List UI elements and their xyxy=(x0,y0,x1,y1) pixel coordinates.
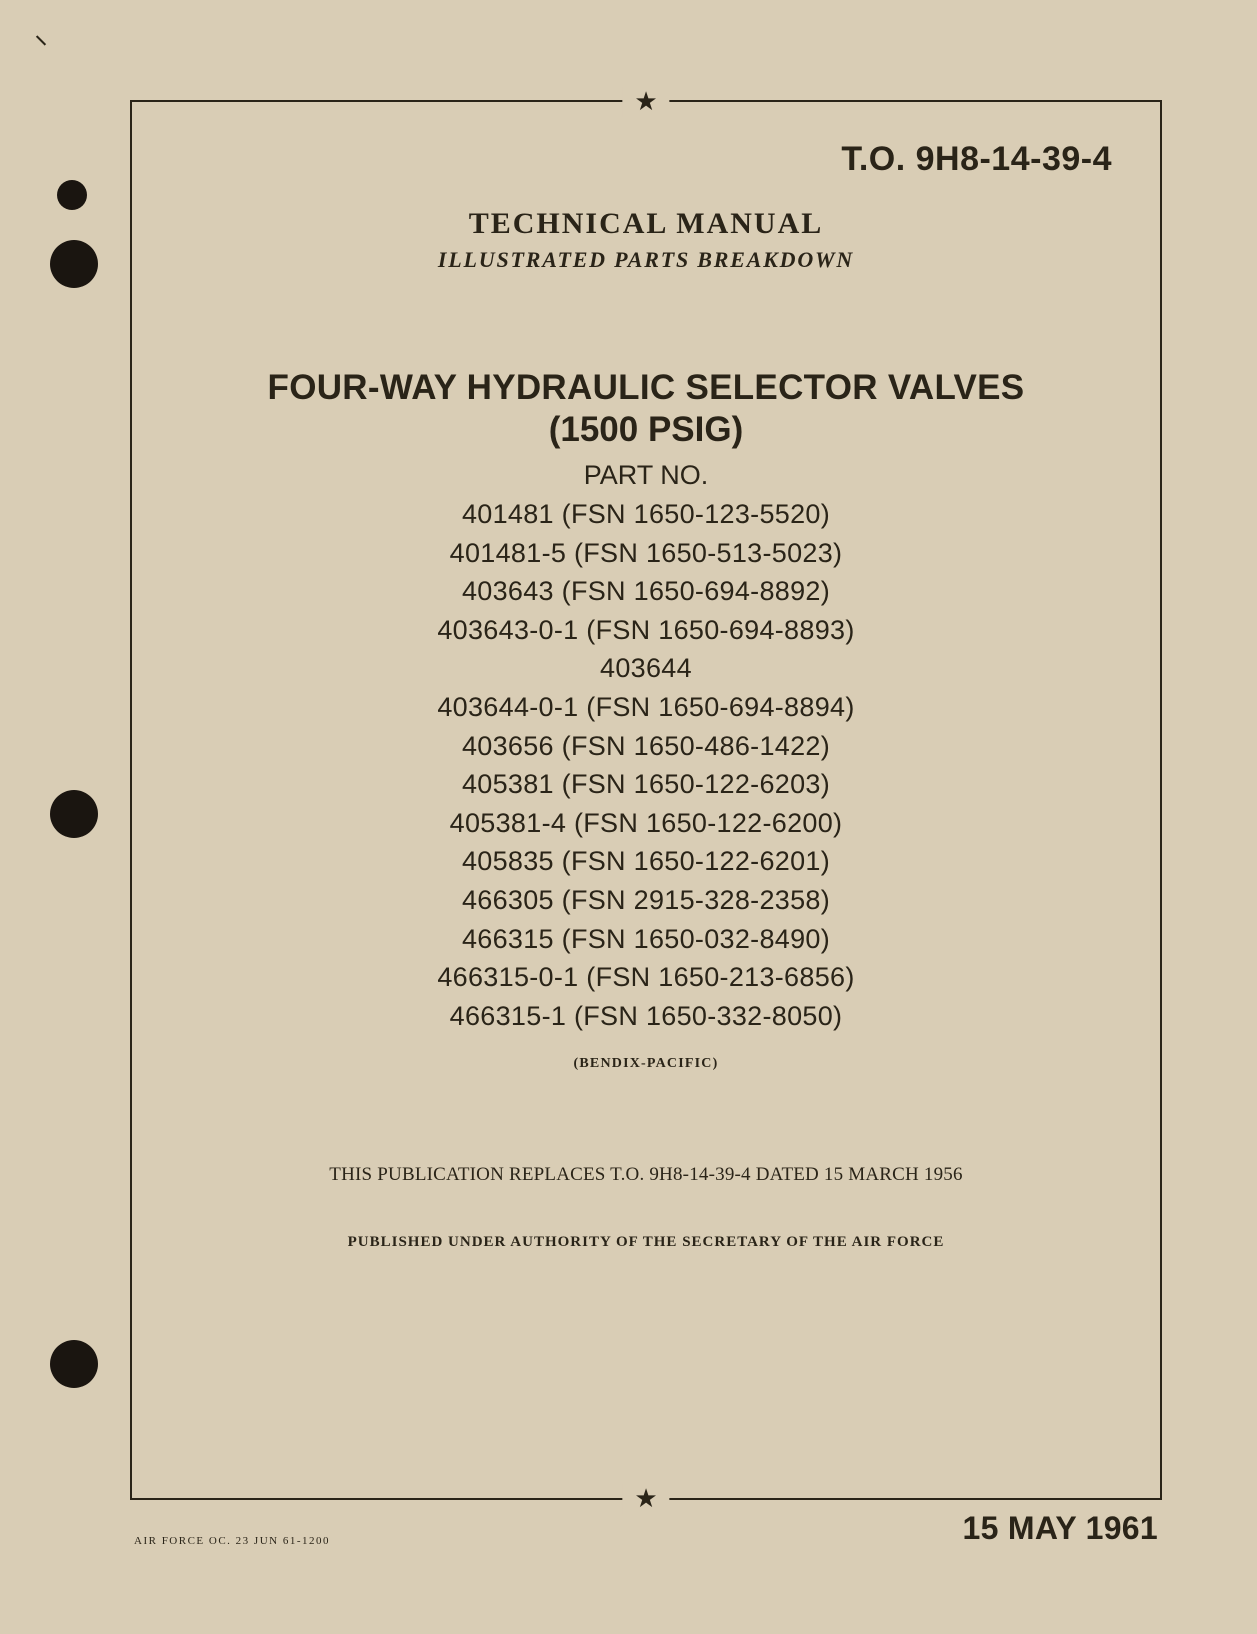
part-row: 401481 (FSN 1650-123-5520) xyxy=(180,495,1112,534)
part-row: 466315 (FSN 1650-032-8490) xyxy=(180,920,1112,959)
page-container: ★ ★ T.O. 9H8-14-39-4 TECHNICAL MANUAL IL… xyxy=(0,0,1257,1634)
star-top-icon: ★ xyxy=(622,87,669,117)
part-row: 403656 (FSN 1650-486-1422) xyxy=(180,727,1112,766)
part-row: 466315-1 (FSN 1650-332-8050) xyxy=(180,997,1112,1036)
to-number: T.O. 9H8-14-39-4 xyxy=(180,140,1112,179)
part-row: 405381 (FSN 1650-122-6203) xyxy=(180,765,1112,804)
footer: AIR FORCE OC. 23 JUN 61-1200 15 MAY 1961 xyxy=(130,1510,1162,1547)
footer-print-info: AIR FORCE OC. 23 JUN 61-1200 xyxy=(134,1535,330,1547)
part-row: 405381-4 (FSN 1650-122-6200) xyxy=(180,804,1112,843)
main-title-line1: FOUR-WAY HYDRAULIC SELECTOR VALVES xyxy=(180,368,1112,408)
part-row: 466315-0-1 (FSN 1650-213-6856) xyxy=(180,958,1112,997)
manual-subtitle: ILLUSTRATED PARTS BREAKDOWN xyxy=(180,247,1112,273)
main-title: FOUR-WAY HYDRAULIC SELECTOR VALVES (1500… xyxy=(180,368,1112,450)
main-title-line2: (1500 PSIG) xyxy=(180,410,1112,450)
part-row: 403643-0-1 (FSN 1650-694-8893) xyxy=(180,611,1112,650)
part-row: 466305 (FSN 2915-328-2358) xyxy=(180,881,1112,920)
manual-title: TECHNICAL MANUAL xyxy=(180,207,1112,241)
part-row: 401481-5 (FSN 1650-513-5023) xyxy=(180,534,1112,573)
parts-list: 401481 (FSN 1650-123-5520) 401481-5 (FSN… xyxy=(180,495,1112,1036)
manufacturer: (BENDIX-PACIFIC) xyxy=(180,1056,1112,1072)
star-bottom-icon: ★ xyxy=(622,1484,669,1514)
content-frame: ★ ★ T.O. 9H8-14-39-4 TECHNICAL MANUAL IL… xyxy=(130,100,1162,1500)
replaces-notice: THIS PUBLICATION REPLACES T.O. 9H8-14-39… xyxy=(180,1164,1112,1186)
part-no-heading: PART NO. xyxy=(180,460,1112,491)
footer-date: 15 MAY 1961 xyxy=(963,1510,1158,1547)
authority-notice: PUBLISHED UNDER AUTHORITY OF THE SECRETA… xyxy=(180,1234,1112,1251)
part-row: 403644-0-1 (FSN 1650-694-8894) xyxy=(180,688,1112,727)
part-row: 403643 (FSN 1650-694-8892) xyxy=(180,572,1112,611)
heading-block: TECHNICAL MANUAL ILLUSTRATED PARTS BREAK… xyxy=(180,207,1112,273)
part-row: 403644 xyxy=(180,649,1112,688)
part-row: 405835 (FSN 1650-122-6201) xyxy=(180,842,1112,881)
